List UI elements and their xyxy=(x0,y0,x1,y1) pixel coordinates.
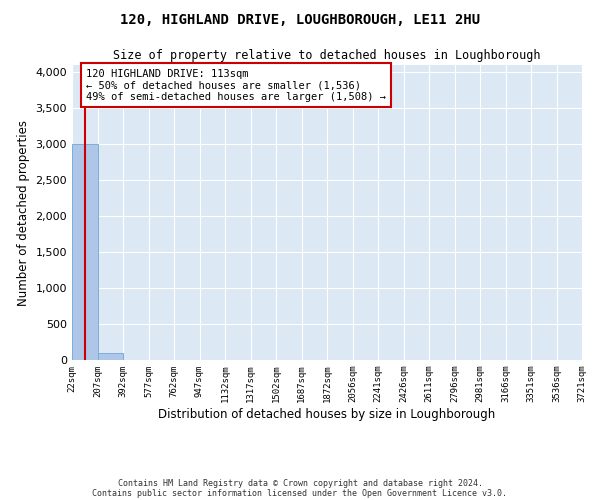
Text: 120 HIGHLAND DRIVE: 113sqm
← 50% of detached houses are smaller (1,536)
49% of s: 120 HIGHLAND DRIVE: 113sqm ← 50% of deta… xyxy=(86,68,386,102)
Bar xyxy=(72,144,97,360)
Y-axis label: Number of detached properties: Number of detached properties xyxy=(17,120,30,306)
Bar xyxy=(97,353,123,360)
Text: 120, HIGHLAND DRIVE, LOUGHBOROUGH, LE11 2HU: 120, HIGHLAND DRIVE, LOUGHBOROUGH, LE11 … xyxy=(120,12,480,26)
Title: Size of property relative to detached houses in Loughborough: Size of property relative to detached ho… xyxy=(113,50,541,62)
X-axis label: Distribution of detached houses by size in Loughborough: Distribution of detached houses by size … xyxy=(158,408,496,421)
Text: Contains HM Land Registry data © Crown copyright and database right 2024.: Contains HM Land Registry data © Crown c… xyxy=(118,478,482,488)
Text: Contains public sector information licensed under the Open Government Licence v3: Contains public sector information licen… xyxy=(92,488,508,498)
